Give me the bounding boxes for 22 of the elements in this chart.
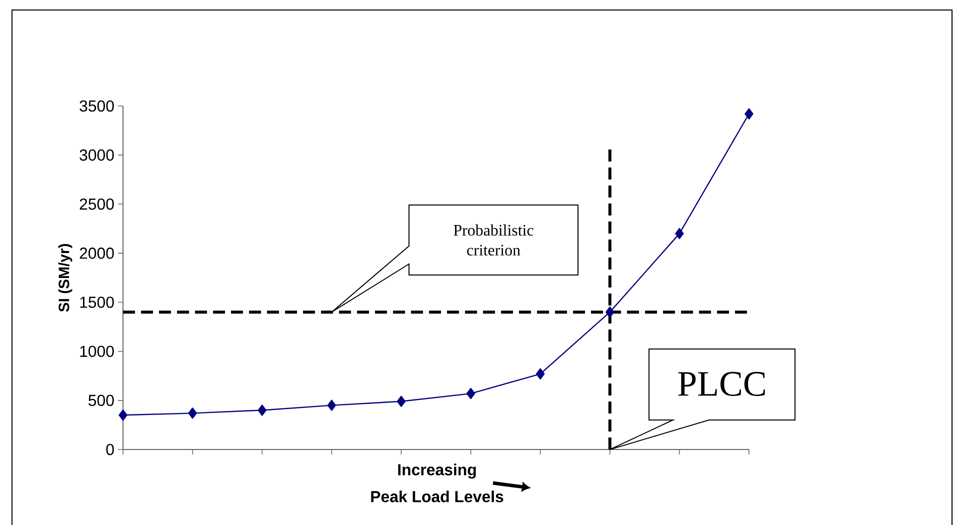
point bbox=[118, 410, 128, 421]
point bbox=[466, 388, 476, 400]
point bbox=[396, 396, 406, 407]
y-tick-label: 3000 bbox=[80, 149, 114, 161]
y-tick-label: 2500 bbox=[80, 198, 114, 210]
x-axis-title: Increasing Peak Load Levels bbox=[371, 464, 504, 502]
y-tick-label: 1500 bbox=[80, 296, 114, 308]
y-tick-label: 1000 bbox=[80, 346, 114, 357]
point bbox=[675, 228, 684, 240]
annotation: PLCC bbox=[678, 372, 765, 396]
point bbox=[327, 400, 336, 411]
point bbox=[258, 404, 266, 416]
point bbox=[188, 408, 197, 419]
ref-line-label: Probabilistic criterion bbox=[454, 224, 534, 256]
point bbox=[744, 108, 754, 120]
y-tick-label: 500 bbox=[88, 394, 114, 406]
y-axis-title: SI (SM/yr) bbox=[58, 244, 72, 312]
point bbox=[606, 306, 614, 318]
point bbox=[536, 368, 545, 380]
y-tick-label: 0 bbox=[106, 444, 114, 456]
y-tick-label: 2000 bbox=[80, 248, 114, 259]
y-tick-label: 3500 bbox=[80, 100, 114, 112]
